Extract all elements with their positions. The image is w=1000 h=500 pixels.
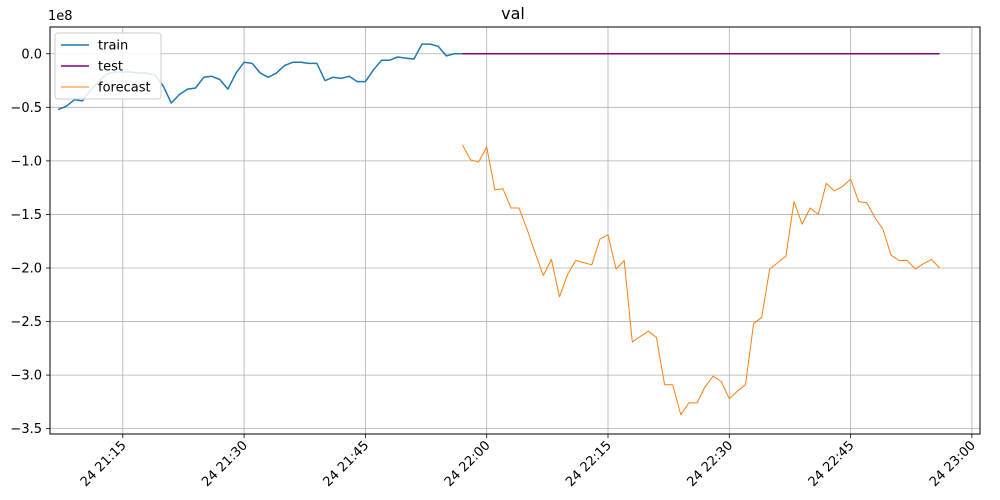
x-tick-label: 24 22:45 — [806, 438, 858, 490]
chart-title: val — [501, 4, 525, 23]
series-line-forecast — [461, 144, 940, 416]
y-tick-label: −2.5 — [10, 315, 42, 330]
grid-lines — [50, 27, 980, 434]
plot-frame — [49, 26, 981, 435]
x-tick-label: 24 22:30 — [684, 438, 736, 490]
y-tick-label: −1.5 — [10, 208, 42, 223]
y-tick-label: 0.0 — [21, 47, 42, 62]
x-tick-label: 24 22:15 — [563, 438, 615, 490]
y-tick-label: −0.5 — [10, 101, 42, 116]
y-axis-scale-label: 1e8 — [48, 9, 73, 24]
axis-ticks: 24 21:15 24 21:30 24 21:45 24 22:00 24 22:15… — [10, 47, 978, 490]
legend-label-train: train — [98, 39, 128, 54]
x-tick-label: 24 21:30 — [199, 438, 251, 490]
x-tick-label: 24 21:45 — [321, 438, 373, 490]
y-tick-label: −2.0 — [10, 261, 42, 276]
chart-legend: train test forecast — [54, 32, 162, 100]
legend-label-forecast: forecast — [98, 81, 151, 96]
y-tick-label: −3.0 — [10, 369, 42, 384]
x-tick-label: 24 23:00 — [927, 438, 979, 490]
x-tick-label: 24 21:15 — [78, 438, 130, 490]
legend-label-test: test — [98, 60, 123, 75]
legend-box — [54, 32, 162, 100]
y-tick-label: −1.0 — [10, 154, 42, 169]
y-tick-label: −3.5 — [10, 422, 42, 437]
x-tick-label: 24 22:00 — [442, 438, 494, 490]
series-lines — [57, 43, 940, 416]
